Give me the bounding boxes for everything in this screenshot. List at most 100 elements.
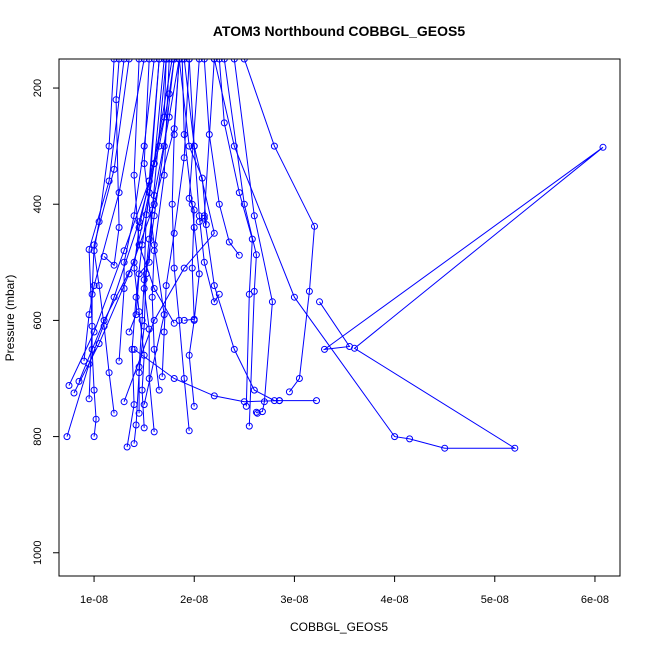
data-point xyxy=(142,211,150,219)
data-point xyxy=(105,177,113,185)
data-point xyxy=(200,59,208,63)
x-tick-label: 2e-08 xyxy=(180,594,208,606)
data-point xyxy=(170,375,178,382)
data-point xyxy=(130,171,138,179)
series-line xyxy=(103,59,120,267)
data-point xyxy=(441,444,449,452)
data-point xyxy=(132,421,140,429)
data-point xyxy=(195,212,203,220)
data-point xyxy=(290,293,298,301)
data-point xyxy=(170,59,178,63)
y-tick-label: 1000 xyxy=(32,541,44,565)
series-line xyxy=(93,59,115,414)
x-tick-label: 1e-08 xyxy=(80,594,108,606)
data-point xyxy=(240,59,248,63)
data-point xyxy=(250,212,258,220)
data-point xyxy=(170,229,178,237)
data-point xyxy=(180,316,188,324)
data-point xyxy=(190,142,198,150)
data-point xyxy=(90,282,98,290)
data-point xyxy=(135,59,143,63)
data-point xyxy=(123,443,131,451)
series-31 xyxy=(120,59,218,406)
series-20 xyxy=(175,59,210,229)
data-point xyxy=(110,165,118,173)
series-6 xyxy=(88,59,133,441)
data-point xyxy=(150,241,158,249)
data-point xyxy=(90,247,98,255)
series-line xyxy=(78,59,160,382)
data-point xyxy=(253,409,261,417)
data-point xyxy=(311,222,318,230)
series-14 xyxy=(135,59,176,417)
data-point xyxy=(135,270,143,278)
data-point xyxy=(210,392,218,400)
data-point xyxy=(316,298,323,306)
data-point xyxy=(162,282,170,290)
data-point xyxy=(511,444,519,452)
data-point xyxy=(135,241,143,249)
data-point xyxy=(170,131,178,138)
data-point xyxy=(110,59,118,63)
series-22 xyxy=(180,59,203,324)
data-point xyxy=(135,224,143,231)
chart-title: ATOM3 Northbound COBBGL_GEOS5 xyxy=(213,23,465,39)
data-point xyxy=(120,59,128,63)
series-26 xyxy=(230,59,276,417)
data-point xyxy=(145,235,153,243)
data-point xyxy=(305,287,313,295)
data-point xyxy=(115,59,123,63)
data-point xyxy=(170,264,178,272)
data-point xyxy=(100,322,108,330)
data-point xyxy=(200,258,208,266)
series-line xyxy=(233,59,273,414)
data-point xyxy=(313,397,320,405)
data-point xyxy=(230,59,238,63)
x-tick-label: 4e-08 xyxy=(381,594,409,606)
data-point xyxy=(128,345,136,353)
series-25 xyxy=(220,59,260,430)
series-30 xyxy=(130,345,283,406)
data-point xyxy=(215,59,223,63)
data-point xyxy=(270,142,278,150)
data-point xyxy=(175,59,183,63)
data-point xyxy=(155,386,163,394)
data-point xyxy=(85,246,93,253)
series-7 xyxy=(90,59,118,417)
series-line xyxy=(143,59,165,405)
data-point xyxy=(195,59,203,63)
data-point xyxy=(140,276,148,284)
data-point xyxy=(185,427,193,435)
data-point xyxy=(70,389,78,397)
data-point xyxy=(188,264,196,272)
y-tick-label: 600 xyxy=(32,311,44,329)
series-5 xyxy=(85,59,128,403)
data-point xyxy=(95,340,103,348)
data-point xyxy=(230,345,238,353)
series-27 xyxy=(200,59,320,405)
series-0 xyxy=(63,59,178,441)
series-line xyxy=(184,59,200,321)
data-point xyxy=(110,409,118,417)
series-24 xyxy=(215,59,256,410)
data-point xyxy=(175,316,183,324)
y-axis: 200 400 600 800 1000 xyxy=(32,79,59,565)
x-axis: 1e-08 2e-08 3e-08 4e-08 5e-08 6e-08 xyxy=(80,576,609,606)
data-point xyxy=(235,251,243,259)
data-point xyxy=(210,229,218,237)
data-point xyxy=(258,408,266,416)
series-line xyxy=(91,59,130,437)
data-point xyxy=(105,369,113,377)
data-point xyxy=(275,397,283,405)
data-point xyxy=(145,325,153,333)
series-32 xyxy=(140,59,168,409)
data-point xyxy=(250,386,258,394)
data-point xyxy=(240,398,248,406)
data-point xyxy=(250,287,258,295)
data-point xyxy=(132,293,140,301)
data-point xyxy=(210,59,218,63)
data-point xyxy=(85,395,93,403)
data-point xyxy=(63,433,71,441)
data-point xyxy=(120,258,128,266)
